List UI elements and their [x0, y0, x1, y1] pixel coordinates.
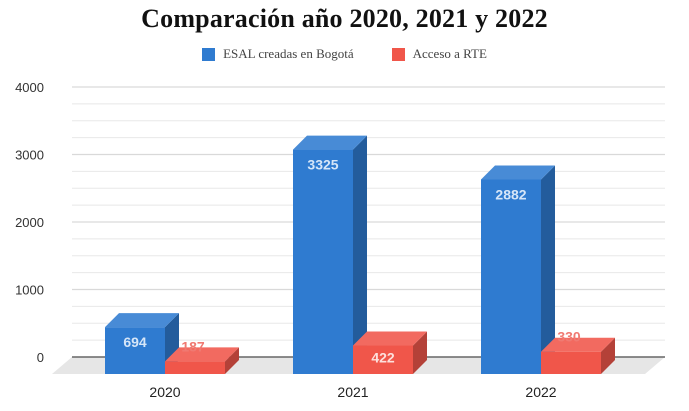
chart-title: Comparación año 2020, 2021 y 2022 — [141, 4, 548, 33]
bar-rte-front — [165, 361, 225, 374]
x-category-label: 2021 — [337, 384, 368, 400]
y-tick-label: 1000 — [15, 283, 44, 298]
bar-esal-front — [105, 327, 165, 374]
bar-esal-top — [105, 313, 179, 328]
bar-rte-label: 187 — [181, 338, 205, 354]
legend-item-esal: ESAL creadas en Bogotá — [202, 46, 354, 62]
x-category-label: 2022 — [525, 384, 556, 400]
y-tick-label: 0 — [37, 350, 44, 365]
bar-rte-side — [601, 337, 615, 374]
bar-esal-label: 3325 — [307, 157, 338, 173]
legend-swatch-rte — [391, 47, 405, 61]
legend: ESAL creadas en Bogotá Acceso a RTE — [0, 46, 689, 62]
bar-esal-front — [293, 149, 353, 374]
y-tick-label: 2000 — [15, 215, 44, 230]
bar-esal-label: 2882 — [495, 186, 526, 202]
bar-esal-front — [481, 179, 541, 374]
legend-label-esal: ESAL creadas en Bogotá — [223, 46, 354, 61]
bar-esal-side — [353, 135, 367, 374]
bar-rte-top — [541, 337, 615, 352]
bar-esal-side — [541, 165, 555, 374]
legend-label-rte: Acceso a RTE — [412, 46, 487, 61]
bar-esal-label: 694 — [123, 334, 147, 350]
x-category-label: 2020 — [149, 384, 180, 400]
bar-rte-side — [413, 331, 427, 374]
bar-rte-label: 422 — [371, 350, 395, 366]
bar-esal-top — [293, 135, 367, 150]
bar-esal-top — [481, 165, 555, 180]
bar-rte-label: 330 — [557, 329, 581, 345]
bar-rte-top — [353, 331, 427, 346]
legend-swatch-esal — [202, 47, 216, 61]
y-tick-label: 3000 — [15, 148, 44, 163]
bar-rte-front — [541, 351, 601, 374]
bar-rte-side — [225, 347, 239, 374]
bar-rte-front — [353, 345, 413, 374]
legend-item-rte: Acceso a RTE — [391, 46, 487, 62]
y-tick-label: 4000 — [15, 80, 44, 95]
bar-rte-top — [165, 347, 239, 362]
